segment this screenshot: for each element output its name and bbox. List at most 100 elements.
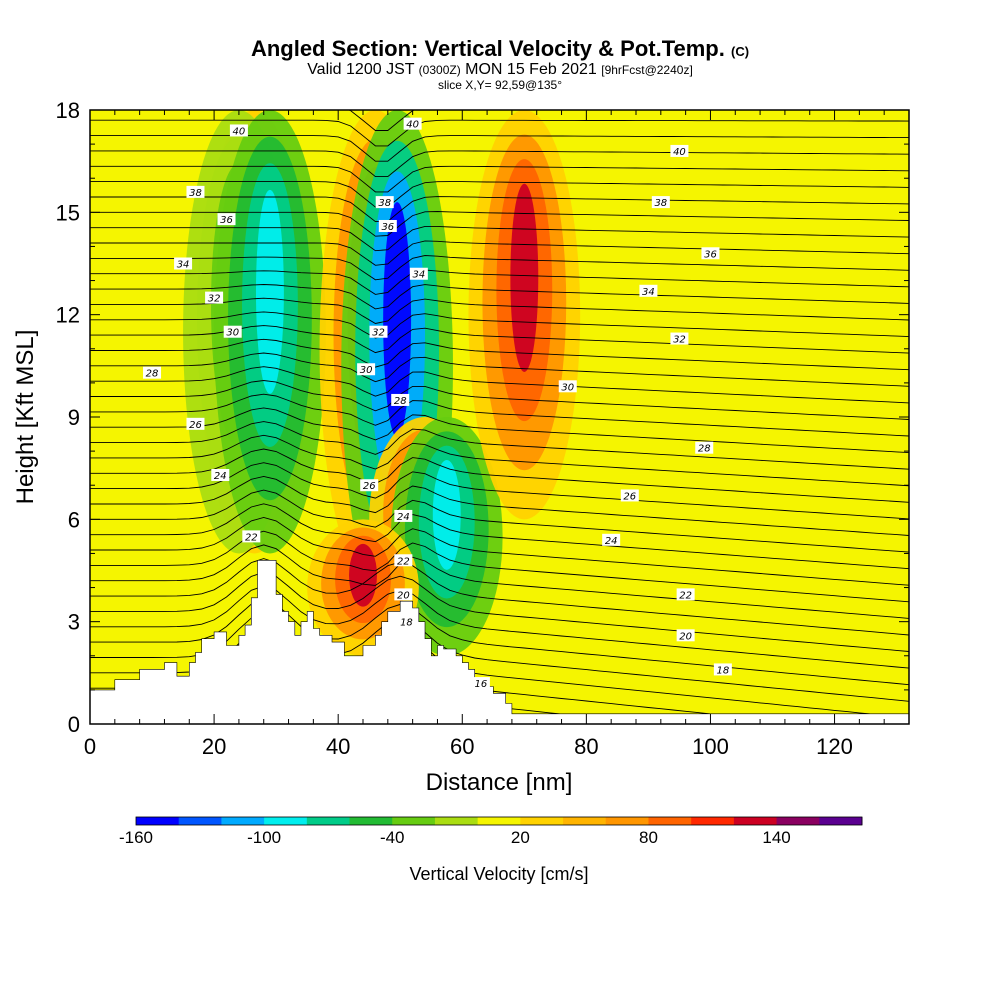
contour-label: 24	[394, 509, 413, 523]
terrain	[90, 560, 909, 724]
contour-label: 38	[375, 196, 394, 209]
contour-label-text: 22	[245, 532, 258, 543]
colorbar-swatch	[520, 817, 564, 825]
contour-label-text: 22	[397, 556, 410, 567]
chart-title: Angled Section: Vertical Velocity & Pot.…	[0, 36, 1000, 62]
contour-label-text: 38	[189, 188, 202, 199]
velocity-band	[255, 189, 284, 394]
colorbar-tick-label: 140	[762, 828, 790, 847]
velocity-band	[349, 543, 377, 607]
contour-label-text: 38	[378, 198, 391, 209]
colorbar-swatch	[392, 817, 436, 825]
theta-contour-line	[90, 585, 909, 669]
x-tick-label: 20	[202, 734, 226, 759]
valid-date: MON 15 Feb 2021	[465, 61, 597, 78]
x-tick-label: 80	[574, 734, 598, 759]
contour-label-bg	[670, 332, 689, 345]
contour-label-bg	[695, 441, 714, 454]
contour-label: 18	[713, 663, 732, 676]
contour-label: 20	[394, 588, 413, 601]
theta-contour-line	[90, 225, 909, 252]
contour-label-bg	[670, 144, 689, 157]
x-tick-label: 40	[326, 734, 350, 759]
contour-label-bg	[174, 257, 193, 270]
theta-contour-line	[90, 119, 909, 147]
theta-contour-line	[90, 393, 909, 437]
contour-label-text: 20	[679, 631, 692, 642]
y-tick-label: 18	[56, 98, 80, 123]
contour-label-text: 24	[605, 536, 618, 547]
contour-label-bg	[186, 417, 205, 430]
colorbar-tick-label: -160	[119, 828, 153, 847]
contour-label-bg	[471, 677, 490, 690]
theta-contour-line	[90, 366, 909, 404]
contour-label-text: 38	[654, 198, 667, 209]
contour-label-bg	[394, 554, 413, 567]
contour-label-text: 20	[397, 590, 410, 601]
contour-label-text: 36	[704, 249, 717, 260]
colorbar-swatch	[306, 817, 351, 825]
colorbar-swatch	[221, 817, 265, 825]
x-tick-label: 120	[816, 734, 853, 759]
colorbar: -160 -100 -40 20 80 140	[119, 816, 863, 847]
contour-label: 20	[676, 629, 695, 642]
contour-label-text: 40	[233, 126, 246, 137]
theta-contour-line	[90, 475, 909, 536]
colorbar-swatch	[648, 817, 692, 825]
contour-label: 32	[369, 325, 388, 339]
colorbar-swatch	[691, 817, 735, 825]
x-tick-label: 60	[450, 734, 474, 759]
contour-label-text: 34	[177, 260, 190, 271]
y-tick-label: 9	[68, 405, 80, 430]
contour-label-text: 32	[372, 328, 385, 339]
forecast-info: [9hrFcst@2240z]	[601, 63, 693, 77]
contour-label: 26	[186, 417, 205, 431]
chart-title-text: Angled Section: Vertical Velocity & Pot.…	[250, 36, 725, 61]
contour-label-text: 36	[381, 222, 394, 233]
theta-contour-line	[90, 240, 909, 266]
contour-label: 34	[409, 267, 428, 281]
contour-label-text: 36	[220, 215, 233, 226]
contour-label-text: 26	[623, 491, 636, 502]
colorbar-tick-label: -40	[380, 828, 405, 847]
x-tick-label: 100	[692, 734, 729, 759]
contour-label: 40	[403, 117, 422, 131]
contour-label-bg	[217, 213, 236, 226]
velocity-band	[432, 459, 461, 570]
contour-labels: 40 38 36 34 32 30 28 26 24 22 40 38 36 34 32 30 28 26 24 22…	[143, 117, 732, 690]
contour-label: 18	[397, 615, 416, 629]
theta-contour-line	[90, 544, 909, 619]
contour-label: 28	[695, 441, 714, 455]
contour-label-bg	[713, 663, 732, 676]
colorbar-swatch	[776, 817, 820, 825]
contour-label-bg	[639, 284, 658, 297]
theta-contour-line	[90, 489, 909, 553]
contour-label-bg	[143, 366, 162, 379]
slice-info: slice X,Y= 92,59@135°	[437, 78, 563, 92]
theta-contour-line	[90, 517, 909, 586]
colorbar-swatch	[819, 817, 863, 825]
contour-label: 28	[143, 366, 162, 380]
theta-contour-line	[90, 530, 909, 603]
contour-label-bg	[602, 533, 621, 546]
theta-contour-line	[90, 448, 909, 503]
contour-label: 34	[639, 284, 658, 298]
contour-label-text: 40	[406, 120, 419, 131]
contour-label-bg	[242, 530, 261, 543]
contour-label-bg	[701, 247, 720, 260]
theta-contour-line	[90, 255, 909, 281]
contour-label-bg	[620, 489, 639, 502]
contour-label-text: 18	[716, 665, 729, 676]
theta-contour-line	[90, 297, 909, 324]
contour-label: 38	[186, 185, 205, 199]
y-tick-label: 0	[68, 712, 80, 737]
contour-label: 24	[602, 533, 621, 547]
contour-label: 36	[701, 247, 720, 260]
contour-label-text: 28	[394, 396, 407, 407]
contour-label: 26	[620, 489, 639, 502]
contour-label-bg	[403, 117, 422, 130]
y-tick-label: 12	[56, 303, 80, 328]
theta-contour-line	[90, 150, 909, 178]
x-tick-label: 0	[84, 734, 96, 759]
colorbar-swatch	[136, 817, 180, 825]
